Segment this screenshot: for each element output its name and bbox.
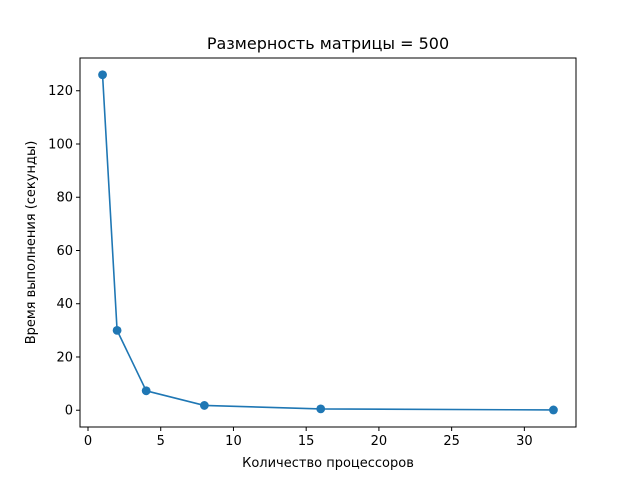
data-point [141,386,151,396]
y-tick-label: 0 [65,404,73,419]
y-tick-label: 40 [56,297,73,312]
data-point [98,70,107,80]
y-axis-label: Время выполнения (секунды) [24,141,39,345]
axes-frame [79,57,577,428]
data-point [112,325,122,335]
data-point [199,401,209,410]
series-layer [98,70,558,415]
y-tick-label: 120 [48,84,73,99]
series-line [101,74,554,411]
x-tick-label: 30 [516,434,533,449]
data-point [316,404,326,414]
y-tick-label: 60 [56,244,73,259]
x-tick-label: 25 [443,434,460,449]
plot-area: 0 5 10 15 20 25 30 0 20 40 60 80 100 120 [48,57,577,449]
x-axis-ticks: 0 5 10 15 20 25 30 [84,427,533,449]
y-axis-ticks: 0 20 40 60 80 100 120 [48,84,80,419]
x-axis-label: Количество процессоров [242,456,414,471]
y-tick-label: 80 [56,191,73,206]
x-tick-label: 20 [371,434,388,449]
y-tick-label: 20 [56,350,73,365]
chart-title: Размерность матрицы = 500 [207,34,449,53]
y-tick-label: 100 [48,137,73,152]
x-tick-label: 5 [157,434,165,449]
x-tick-label: 15 [298,434,315,449]
data-point [549,405,558,415]
x-tick-label: 0 [84,434,92,449]
x-tick-label: 10 [225,434,242,449]
